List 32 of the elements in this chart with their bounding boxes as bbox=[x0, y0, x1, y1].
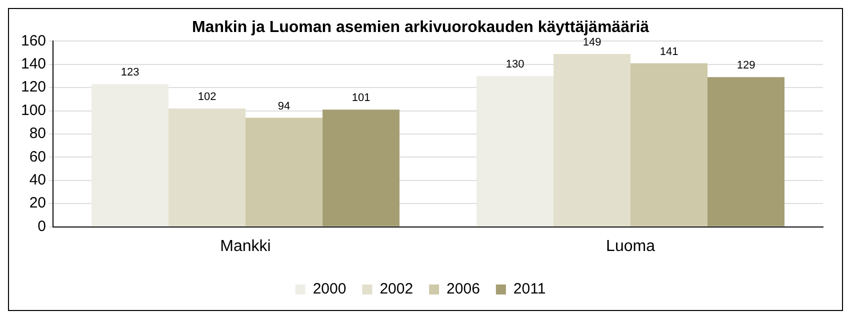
bar bbox=[476, 76, 554, 226]
y-tick-label: 140 bbox=[20, 56, 46, 73]
y-tick-label: 160 bbox=[20, 32, 46, 50]
chart-title: Mankin ja Luoman asemien arkivuorokauden käyttäjämääriä bbox=[192, 19, 650, 36]
y-tick-label: 0 bbox=[38, 218, 46, 235]
y-tick-label: 120 bbox=[20, 78, 46, 96]
data-label: 94 bbox=[278, 100, 290, 112]
data-label: 102 bbox=[198, 91, 216, 104]
y-tick-label: 20 bbox=[29, 194, 46, 212]
legend-label: 2011 bbox=[513, 280, 546, 298]
legend-label: 2000 bbox=[312, 280, 346, 298]
data-label: 149 bbox=[582, 36, 602, 48]
y-tick-label: 80 bbox=[29, 125, 46, 142]
y-tick-label: 100 bbox=[20, 102, 46, 119]
bar bbox=[92, 84, 169, 226]
data-label: 130 bbox=[506, 58, 524, 71]
bar bbox=[630, 63, 708, 226]
legend-label: 2002 bbox=[380, 280, 414, 298]
data-label: 101 bbox=[352, 92, 370, 104]
bar bbox=[554, 54, 631, 226]
legend-label: 2006 bbox=[446, 280, 480, 298]
y-tick-label: 60 bbox=[29, 148, 46, 166]
bar bbox=[322, 110, 400, 226]
bar bbox=[168, 108, 246, 226]
x-tick-label: Mankki bbox=[220, 238, 271, 255]
x-tick-label: Luoma bbox=[606, 238, 656, 255]
data-label: 129 bbox=[736, 60, 756, 72]
data-label: 141 bbox=[660, 46, 678, 58]
data-label: 123 bbox=[120, 66, 140, 79]
y-tick-label: 40 bbox=[29, 172, 46, 189]
bar bbox=[708, 77, 784, 226]
bar bbox=[246, 118, 323, 226]
